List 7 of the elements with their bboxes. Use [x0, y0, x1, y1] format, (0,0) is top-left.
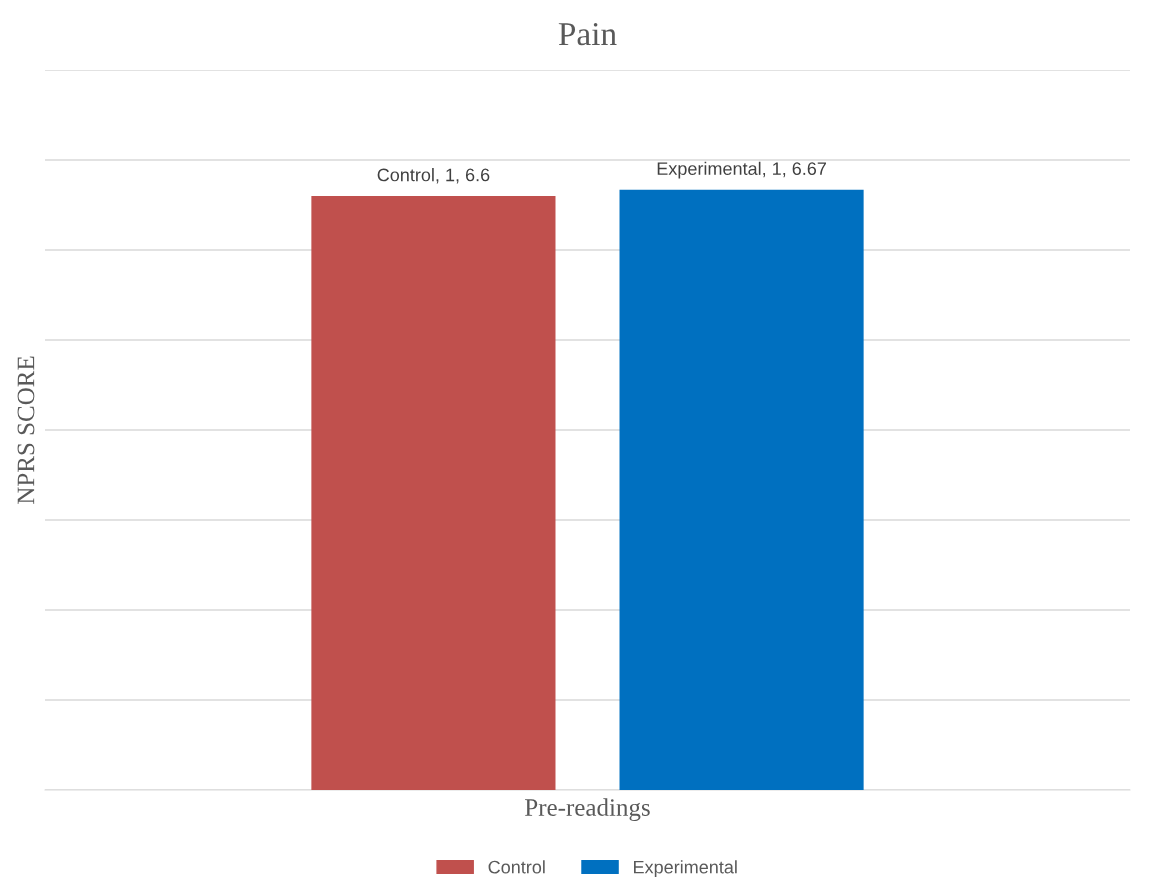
data-label: Control, 1, 6.6 [377, 168, 490, 184]
legend-label: Control [488, 860, 545, 874]
y-axis-title: NPRS SCORE [17, 356, 35, 504]
x-axis-title: Pre-readings [525, 798, 650, 822]
legend-label: Experimental [634, 860, 737, 878]
data-label: Experimental, 1, 6.67 [657, 161, 826, 179]
chart-title: Pain [558, 22, 617, 46]
